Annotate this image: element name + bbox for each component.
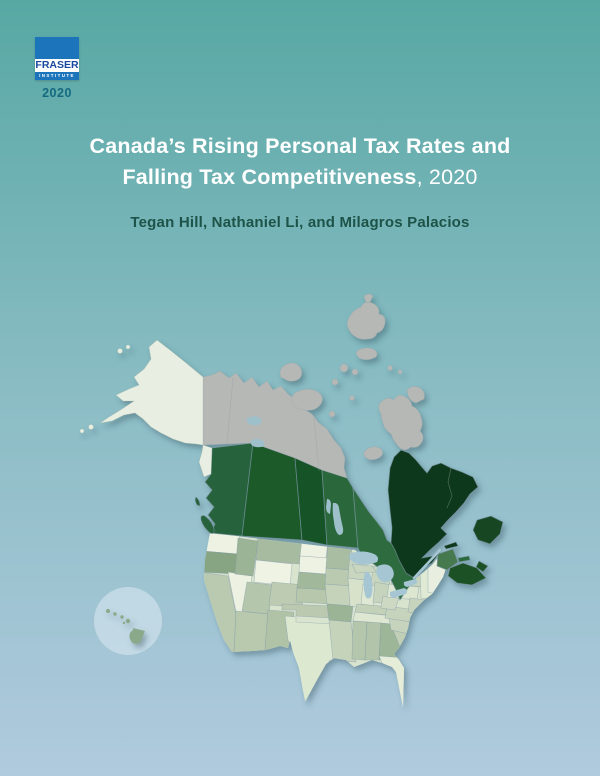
- region-oregon: [204, 550, 239, 575]
- quebec-labrador-border: [446, 467, 453, 509]
- title-line1: Canada’s Rising Personal Tax Rates and: [89, 134, 511, 158]
- yukon-nwt-border: [226, 377, 234, 445]
- region-alaska: [99, 339, 204, 446]
- region-prince-edward-island: [457, 555, 471, 563]
- logo-year: 2020: [42, 86, 72, 100]
- region-arctic-islet-1: [328, 410, 336, 418]
- lake-winnipeg: [332, 502, 344, 535]
- nwt-nunavut-border: [313, 417, 320, 472]
- region-victoria-island: [291, 388, 323, 411]
- logo-brand-text: FRASER: [35, 59, 79, 72]
- region-prince-of-wales-island: [351, 368, 359, 376]
- fraser-institute-logo: FRASER INSTITUTE 2020: [35, 37, 79, 100]
- lakes: [246, 416, 442, 599]
- region-newfoundland: [472, 515, 504, 545]
- region-montana: [255, 536, 303, 565]
- region-alaska-islet-1: [117, 348, 123, 354]
- region-arctic-islet-4: [397, 369, 403, 375]
- logo-box: FRASER INSTITUTE: [35, 37, 79, 80]
- lake-winnipegosis: [326, 499, 331, 514]
- canada-provinces: [194, 442, 504, 601]
- st-lawrence-river: [412, 548, 442, 580]
- region-aleutian-islet-2: [79, 428, 85, 434]
- region-southampton-island: [363, 446, 383, 461]
- lake-michigan: [363, 571, 373, 599]
- region-michigan-up: [351, 563, 377, 574]
- region-hawaii-maui: [125, 618, 131, 624]
- region-arctic-islet-3: [387, 365, 393, 371]
- region-hawaii-lanai: [122, 621, 126, 625]
- region-somerset-island: [339, 363, 349, 373]
- region-idaho: [234, 537, 259, 577]
- region-utah: [241, 581, 273, 615]
- region-hawaii-molokai: [120, 615, 124, 619]
- great-bear-lake: [246, 416, 262, 426]
- region-mississippi: [351, 620, 368, 661]
- alaska-group: [79, 339, 213, 478]
- region-arkansas: [326, 603, 354, 623]
- region-quebec: [387, 449, 479, 579]
- region-alaska-panhandle: [198, 444, 213, 478]
- region-nova-scotia: [447, 562, 487, 586]
- region-arctic-islet-north: [363, 293, 374, 303]
- lake-ontario: [403, 579, 418, 587]
- great-slave-lake: [250, 438, 265, 448]
- region-banks-island: [279, 362, 303, 382]
- authors-line: Tegan Hill, Nathaniel Li, and Milagros P…: [130, 214, 470, 231]
- hawaii-islands: [106, 609, 145, 644]
- landmass: [79, 293, 504, 707]
- region-hawaii-oahu: [113, 612, 117, 616]
- lake-superior: [349, 551, 378, 565]
- region-haida-gwaii: [194, 496, 201, 507]
- region-florida: [378, 655, 408, 707]
- region-baffin-island: [378, 394, 424, 451]
- hawaii-inset: [94, 587, 162, 655]
- region-mid-atlantic: [407, 597, 427, 615]
- region-alaska-islet-2: [125, 344, 131, 350]
- region-devon-island: [356, 347, 378, 361]
- lake-huron: [376, 564, 394, 583]
- region-missouri: [324, 583, 353, 607]
- title-year-suffix: , 2020: [416, 165, 478, 189]
- region-ellesmere-island: [346, 301, 386, 340]
- region-new-brunswick: [436, 548, 459, 571]
- lake-erie: [389, 588, 408, 598]
- region-hawaii-kauai: [106, 609, 110, 613]
- region-king-william-island: [331, 378, 339, 386]
- title-line2-bold: Falling Tax Competitiveness: [122, 165, 417, 189]
- region-iowa: [324, 567, 351, 587]
- region-anticosti-island: [443, 541, 459, 550]
- region-vancouver-island: [200, 515, 215, 534]
- cover-title: Canada’s Rising Personal Tax Rates and Fa…: [0, 131, 600, 193]
- region-aleutian-islet-1: [88, 424, 94, 430]
- region-alabama: [364, 621, 382, 661]
- region-cape-breton: [475, 560, 489, 573]
- region-arctic-islet-2: [349, 395, 355, 401]
- territories: [202, 293, 425, 479]
- region-louisiana: [328, 619, 357, 663]
- region-south-dakota: [298, 555, 329, 575]
- region-baffin-north-arm: [406, 386, 425, 404]
- logo-institute-text: INSTITUTE: [39, 73, 75, 78]
- region-hawaii-big-island: [129, 628, 145, 644]
- region-arizona: [233, 610, 269, 654]
